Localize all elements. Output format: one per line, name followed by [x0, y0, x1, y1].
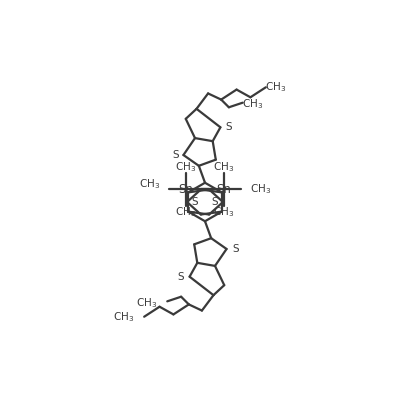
Text: S: S [212, 197, 218, 207]
Text: CH$_3$: CH$_3$ [136, 296, 157, 310]
Text: CH$_3$: CH$_3$ [213, 160, 234, 174]
Text: S: S [226, 122, 232, 132]
Text: CH$_3$: CH$_3$ [176, 205, 197, 219]
Text: S: S [192, 197, 198, 207]
Text: S: S [172, 150, 179, 160]
Text: CH$_3$: CH$_3$ [213, 205, 234, 219]
Text: S: S [232, 244, 238, 254]
Text: CH$_3$: CH$_3$ [176, 160, 197, 174]
Text: CH$_3$: CH$_3$ [113, 310, 134, 324]
Text: Sn: Sn [178, 183, 194, 196]
Text: CH$_3$: CH$_3$ [265, 80, 286, 94]
Text: S: S [178, 272, 184, 282]
Text: CH$_3$: CH$_3$ [139, 177, 160, 191]
Text: CH$_3$: CH$_3$ [250, 182, 271, 196]
Text: CH$_3$: CH$_3$ [242, 97, 263, 111]
Text: Sn: Sn [216, 183, 232, 196]
